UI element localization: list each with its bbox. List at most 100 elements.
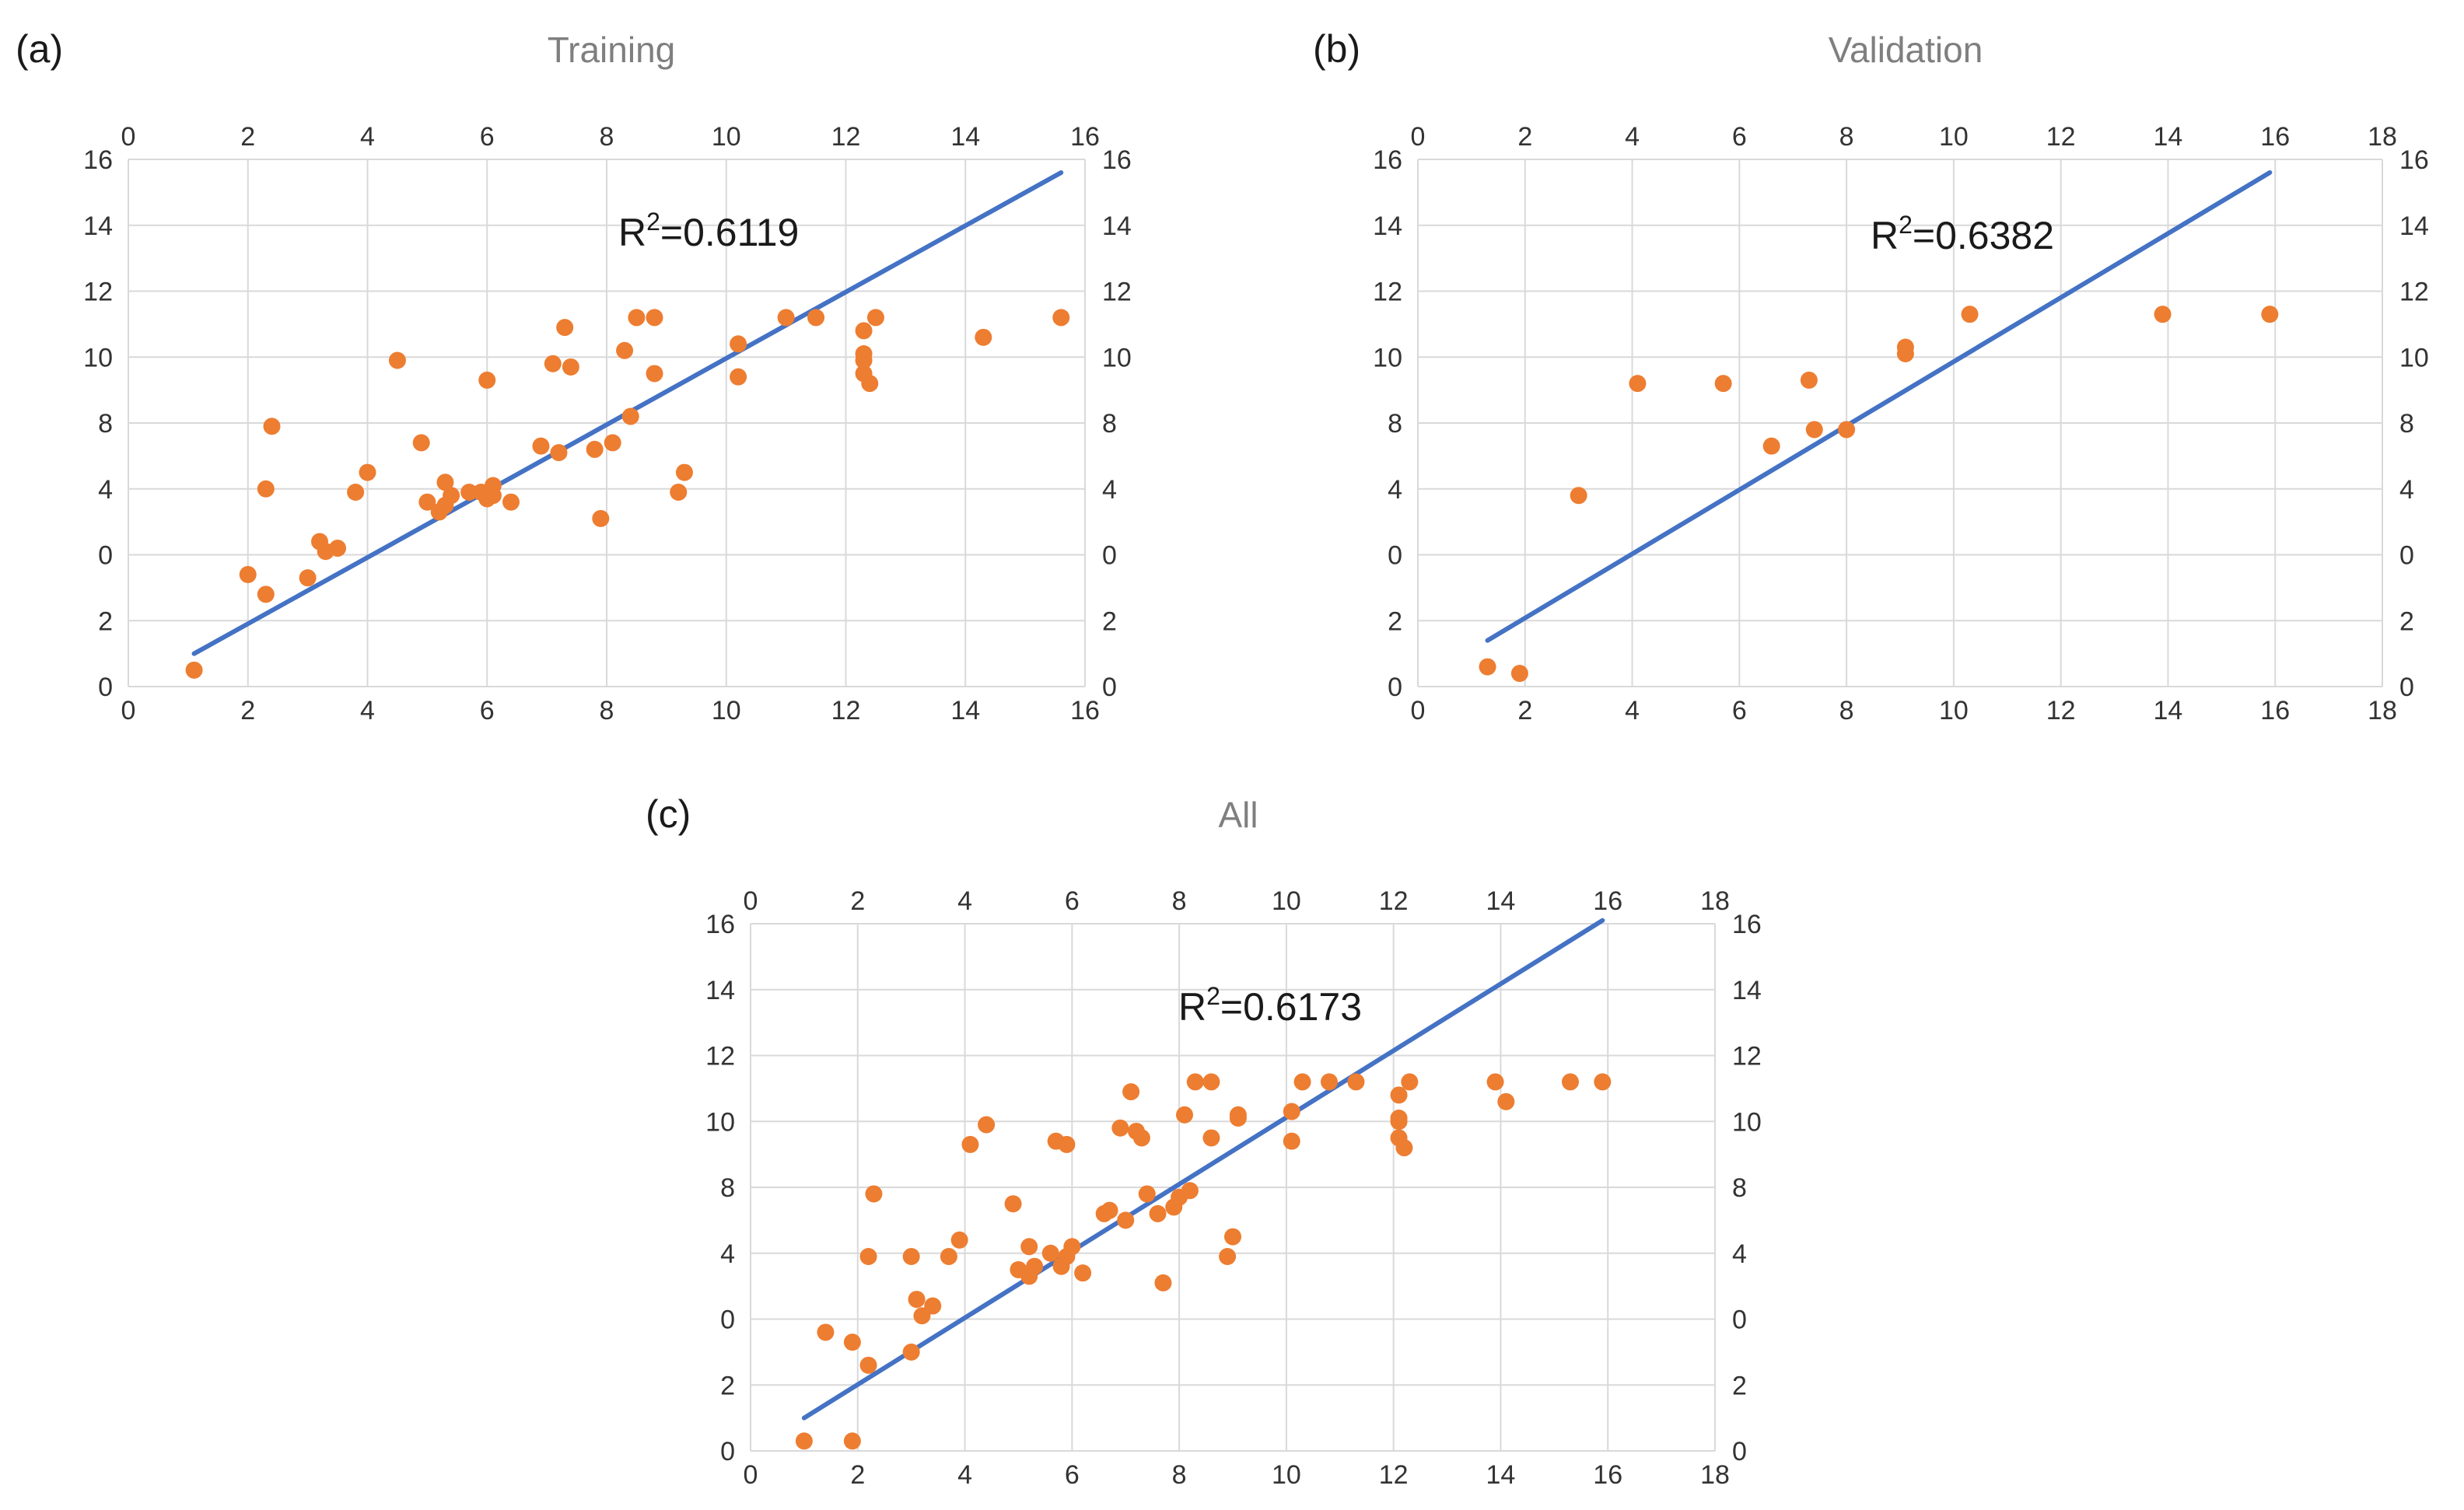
data-point [646, 309, 663, 327]
y-tick-label-right: 2 [1102, 606, 1117, 636]
y-tick-label-right: 0 [1102, 541, 1117, 571]
data-point [1202, 1073, 1220, 1091]
data-point [347, 483, 365, 501]
data-point [388, 351, 406, 369]
x-tick-label-top: 12 [831, 122, 861, 152]
y-tick-label-right: 10 [1732, 1107, 1762, 1137]
y-tick-label-right: 14 [1732, 976, 1762, 1005]
y-tick-label-right: 14 [2399, 211, 2429, 241]
x-tick-label-top: 18 [2368, 122, 2397, 152]
y-tick-label-right: 16 [1102, 145, 1132, 175]
data-point [859, 1356, 877, 1374]
data-point [908, 1291, 926, 1309]
data-point [940, 1247, 957, 1265]
data-point [436, 474, 454, 491]
data-point [478, 371, 496, 389]
data-point [1074, 1264, 1092, 1282]
x-tick-label-bottom: 0 [1411, 696, 1426, 725]
y-tick-label-left: 12 [83, 278, 113, 307]
data-point [2261, 306, 2279, 323]
y-tick-label-right: 4 [2399, 475, 2414, 505]
x-tick-label-bottom: 8 [1172, 1460, 1187, 1490]
data-point [1321, 1073, 1338, 1091]
x-tick-label-bottom: 0 [744, 1460, 758, 1490]
data-point [1390, 1086, 1408, 1104]
data-point [975, 328, 992, 346]
data-point [843, 1333, 861, 1351]
data-point [961, 1135, 979, 1153]
panel-label-b: (b) [1313, 27, 1360, 71]
trendline-validation [1485, 170, 2273, 643]
data-point [1026, 1257, 1044, 1275]
y-tick-label-right: 4 [1732, 1239, 1747, 1269]
panel-label-a: (a) [16, 27, 63, 71]
x-tick-label-top: 0 [1411, 122, 1426, 152]
x-tick-label-bottom: 4 [957, 1460, 972, 1490]
y-tick-label-left: 4 [98, 475, 113, 505]
y-tick-label-right: 4 [1102, 475, 1117, 505]
y-tick-label-right: 0 [2399, 541, 2414, 571]
data-point [484, 487, 502, 505]
y-tick-label-right: 0 [2399, 673, 2414, 702]
data-point [902, 1343, 920, 1361]
y-tick-label-left: 16 [705, 910, 735, 939]
data-point [418, 493, 436, 511]
panel-all: (c) All 0 2 4 6 8 10 12 14 16 180 2 4 6 8 10 12 14 16 1802… [646, 792, 1762, 1490]
data-point [1283, 1103, 1300, 1120]
data-point [550, 444, 568, 462]
y-tick-label-right: 8 [1732, 1173, 1747, 1203]
x-tick-label-bottom: 4 [1625, 696, 1640, 725]
x-tick-label-bottom: 12 [831, 696, 861, 725]
x-tick-label-top: 2 [240, 122, 255, 152]
data-point [777, 309, 795, 327]
x-tick-label-top: 18 [1700, 886, 1730, 916]
x-tick-label-top: 10 [1939, 122, 1969, 152]
y-tick-label-left: 0 [1388, 541, 1402, 571]
data-point [628, 309, 646, 327]
y-tick-label-left: 10 [705, 1107, 735, 1137]
data-point [866, 309, 884, 327]
y-tick-label-right: 0 [1732, 1306, 1747, 1335]
data-point [556, 319, 574, 337]
x-tick-label-bottom: 8 [1839, 696, 1854, 725]
data-point [359, 463, 376, 481]
data-point [1390, 1113, 1408, 1131]
data-point [1762, 437, 1780, 455]
x-tick-label-top: 8 [1172, 886, 1187, 916]
data-point [502, 493, 520, 511]
x-tick-label-bottom: 12 [2046, 696, 2076, 725]
panel-label-c: (c) [646, 792, 691, 836]
r2-annotation-validation: R2=0.6382 [1871, 211, 2054, 257]
data-point [443, 487, 460, 505]
x-tick-label-bottom: 2 [240, 696, 255, 725]
data-point [257, 585, 275, 603]
data-point [1132, 1129, 1150, 1147]
x-tick-label-bottom: 2 [1517, 696, 1532, 725]
x-tick-label-top: 10 [712, 122, 741, 152]
data-point [855, 322, 873, 340]
x-tick-label-top: 16 [1070, 122, 1100, 152]
y-tick-label-left: 12 [1373, 278, 1402, 307]
x-tick-label-bottom: 16 [2260, 696, 2290, 725]
data-point [1510, 665, 1528, 683]
x-tick-label-bottom: 6 [1065, 1460, 1080, 1490]
y-tick-label-right: 0 [1102, 673, 1117, 702]
data-point [730, 368, 747, 386]
data-point [1041, 1244, 1059, 1262]
y-tick-label-left: 2 [720, 1371, 735, 1400]
y-tick-label-left: 4 [1388, 475, 1402, 505]
data-point [855, 351, 873, 369]
y-tick-label-left: 16 [83, 145, 113, 175]
x-tick-label-bottom: 2 [850, 1460, 865, 1490]
y-tick-label-right: 12 [1102, 278, 1132, 307]
data-point [646, 365, 663, 383]
data-point [1800, 371, 1818, 389]
trendline-all [801, 918, 1605, 1421]
y-tick-label-left: 14 [1373, 211, 1402, 241]
data-point [185, 661, 203, 679]
x-tick-label-top: 8 [600, 122, 614, 152]
data-point [1229, 1106, 1247, 1124]
x-tick-label-bottom: 14 [950, 696, 980, 725]
chart-title-all: All [1218, 795, 1258, 835]
